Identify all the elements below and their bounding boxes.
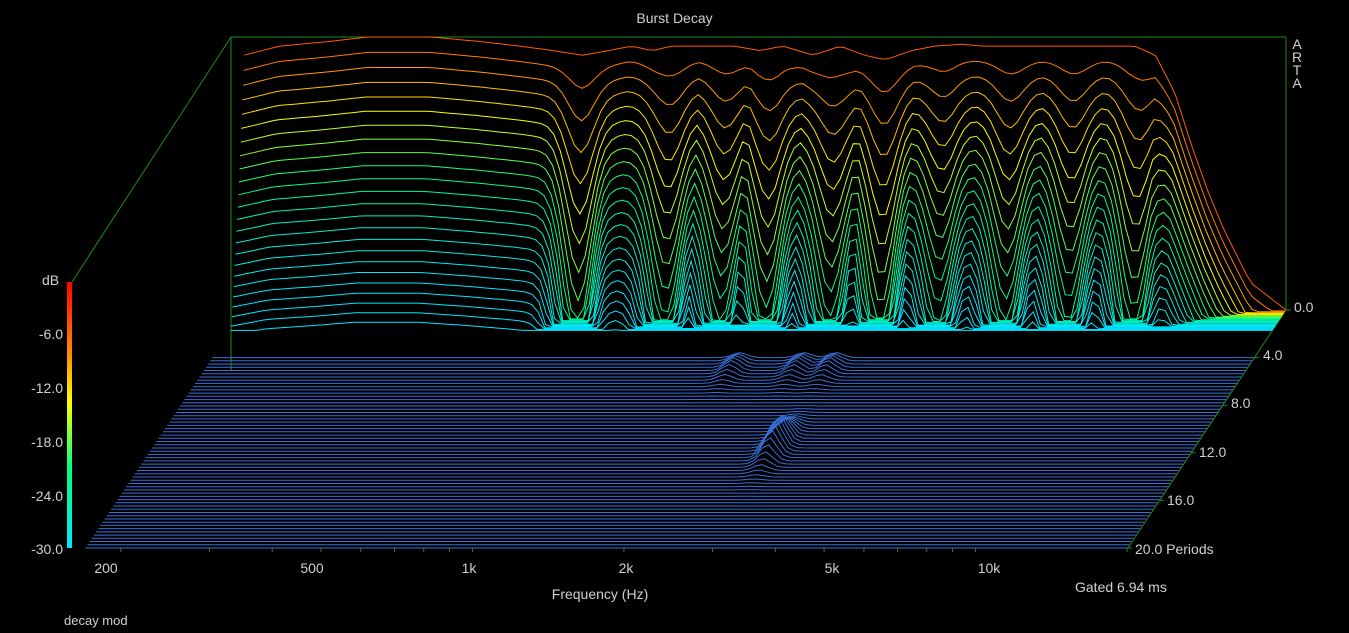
decay-slice — [239, 138, 1282, 317]
decay-floor-line — [162, 416, 1205, 433]
decay-slice — [241, 96, 1284, 314]
decay-floor-line — [195, 378, 1237, 384]
decay-slice — [231, 312, 1273, 330]
decay-slice — [237, 190, 1280, 321]
decay-slice — [233, 272, 1276, 327]
x-tick-label: 500 — [300, 560, 324, 576]
depth-tick-label: 8.0 — [1231, 395, 1251, 411]
decay-slice — [243, 51, 1286, 312]
depth-tick-label: 4.0 — [1263, 347, 1283, 363]
decay-slice — [236, 215, 1279, 322]
depth-tick-label: 12.0 — [1199, 444, 1227, 460]
colorbar-label: dB — [42, 272, 60, 288]
colorbar-tick: -6.0 — [38, 326, 63, 342]
decay-floor-line — [143, 444, 1186, 462]
decay-floor-line — [175, 410, 1218, 413]
decay-floor-line — [154, 416, 1196, 446]
decay-slice — [234, 250, 1277, 325]
decay-floor-line — [156, 415, 1199, 442]
decay-floor-line — [199, 368, 1242, 378]
frame-left-diagonal — [71, 36, 232, 283]
caption: decay mod — [64, 613, 128, 628]
decay-slice — [238, 178, 1281, 320]
frame-floor-right — [1127, 309, 1287, 549]
decay-floor-line — [188, 391, 1231, 394]
decay-floor-line — [206, 356, 1248, 368]
decay-slice — [235, 238, 1278, 324]
decay-floor-line — [145, 437, 1188, 459]
decay-slice — [238, 165, 1281, 319]
depth-tick-label: 16.0 — [1167, 492, 1195, 508]
decay-floor-line — [147, 430, 1190, 455]
colorbar-tick: -12.0 — [31, 380, 63, 396]
decay-floor-line — [203, 360, 1246, 371]
depth-tick-label: 20.0 Periods — [1135, 541, 1214, 557]
decay-floor-line — [165, 417, 1207, 430]
decay-floor-lines — [85, 352, 1255, 549]
decay-floor-line — [128, 482, 1171, 484]
decay-floor-line — [212, 352, 1255, 359]
decay-floor-line — [149, 424, 1192, 452]
x-axis-ticks — [120, 548, 1128, 552]
decay-slice — [240, 124, 1283, 316]
depth-axis-ticks — [1127, 309, 1291, 549]
chart-title: Burst Decay — [636, 10, 713, 26]
colorbar-tick: -18.0 — [31, 434, 63, 450]
decay-floor-line — [137, 464, 1179, 471]
decay-slice — [231, 302, 1274, 330]
decay-slice — [236, 203, 1279, 322]
gated-label: Gated 6.94 ms — [1075, 579, 1167, 595]
decay-slice — [235, 227, 1278, 323]
colorbar-tick: -30.0 — [31, 541, 63, 557]
decay-floor-line — [169, 416, 1212, 423]
decay-floor-line — [132, 474, 1175, 478]
decay-floor-line — [197, 373, 1240, 381]
x-axis-label: Frequency (Hz) — [551, 586, 649, 602]
decay-slice — [234, 261, 1276, 326]
decay-floor-line — [141, 451, 1184, 465]
decay-floor-line — [130, 478, 1173, 481]
colorbar-tick: -24.0 — [31, 488, 63, 504]
x-tick-label: 200 — [94, 560, 118, 576]
decay-floor-line — [171, 415, 1214, 420]
decay-slice — [232, 292, 1275, 329]
decay-floor-line — [158, 415, 1201, 439]
decay-floor-line — [160, 415, 1203, 436]
x-tick-label: 10k — [977, 560, 1001, 576]
decay-slice — [239, 152, 1282, 318]
decay-floor-line — [134, 469, 1177, 475]
depth-tick-label: 0.0 — [1294, 299, 1314, 315]
decay-floor-line — [201, 364, 1244, 375]
x-tick-label: 5k — [824, 560, 840, 576]
brand-label: ARTA — [1291, 36, 1303, 91]
decay-floor-line — [178, 408, 1220, 410]
colorbar — [67, 282, 72, 548]
decay-floor-line — [167, 417, 1209, 426]
x-tick-label: 1k — [461, 560, 477, 576]
decay-floor-line — [152, 419, 1194, 449]
decay-floor-line — [139, 458, 1181, 468]
decay-curves — [230, 36, 1287, 331]
decay-slice — [242, 67, 1285, 313]
decay-slice — [230, 321, 1273, 331]
x-tick-label: 2k — [618, 560, 634, 576]
decay-slice — [242, 81, 1285, 314]
decay-floor-line — [190, 388, 1233, 391]
decay-floor-line — [193, 383, 1235, 388]
decay-slice — [232, 282, 1275, 328]
decay-slice — [241, 110, 1283, 315]
decay-slice — [244, 36, 1287, 311]
decay-floor-line — [173, 413, 1216, 417]
decay-floor-line — [208, 354, 1250, 365]
decay-floor-line — [210, 353, 1252, 362]
